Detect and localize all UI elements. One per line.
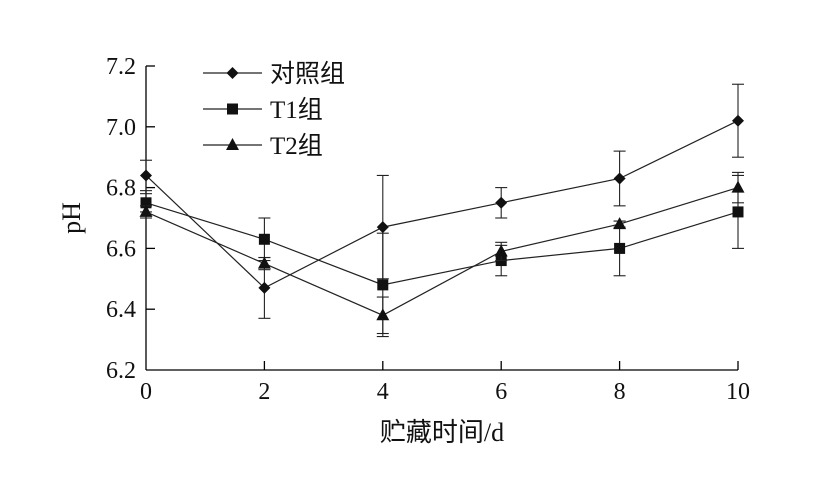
series-line [145,120,739,289]
y-tick-label: 7.2 [106,54,136,80]
y-tick-label: 6.2 [106,358,136,384]
legend-label: T2组 [270,132,323,160]
legend-item: T1组 [203,96,323,124]
series-3 [139,171,745,335]
legend-marker [226,67,239,79]
y-tick-label: 6.6 [106,236,136,262]
data-point [257,256,271,269]
x-tick-label: 10 [726,379,750,405]
y-axis-title: pH [57,202,86,234]
series-line [145,187,739,316]
data-point [732,206,744,218]
y-tick-label: 7.0 [106,115,136,141]
series-1 [140,83,744,319]
x-tick-label: 6 [495,379,507,405]
y-tick-label: 6.4 [106,297,136,323]
data-point [732,114,744,127]
legend: 对照组 T1组 T2组 [203,60,345,160]
series-layer [139,83,745,338]
legend-label: 对照组 [270,60,345,88]
data-point [140,197,152,209]
legend-item: T2组 [203,132,323,160]
legend-item: 对照组 [203,60,345,88]
data-point [494,244,508,257]
x-tick-label: 2 [258,379,270,405]
x-axis-title: 贮藏时间/d [380,418,504,447]
data-point [495,196,508,209]
data-point [613,217,627,230]
series-line [145,202,739,286]
x-tick-label: 4 [377,379,389,405]
y-ticks: 6.2 6.4 6.6 6.8 7.0 7.2 [106,54,155,384]
data-point [376,221,389,234]
y-tick-label: 6.8 [106,176,136,202]
data-point [614,242,626,254]
legend-marker [227,103,238,115]
legend-label: T1组 [270,96,323,124]
data-point [258,281,271,294]
x-tick-label: 0 [140,379,152,405]
data-point [377,279,389,291]
data-point [139,204,153,217]
data-point [258,233,270,245]
data-point [140,169,152,182]
data-point [731,180,745,193]
x-tick-label: 8 [614,379,626,405]
legend-marker [226,138,239,150]
data-point [376,308,390,321]
data-point [613,172,626,185]
x-ticks: 0 2 4 6 8 10 [140,361,750,405]
